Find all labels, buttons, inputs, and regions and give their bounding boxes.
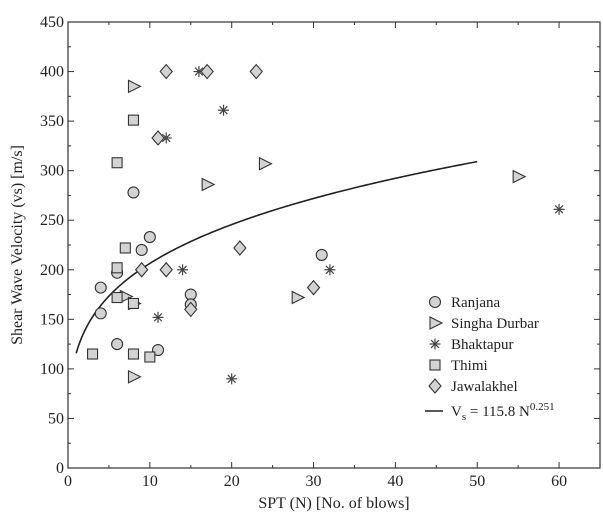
y-tick-label: 0 xyxy=(56,460,64,477)
y-tick-label: 150 xyxy=(40,311,64,328)
legend-marker-ranjana xyxy=(428,295,442,309)
data-points-layer xyxy=(87,63,565,385)
data-point-jawalakhel xyxy=(184,301,198,318)
x-tick-label: 30 xyxy=(306,473,322,490)
legend-marker-thimi xyxy=(429,359,441,371)
legend-marker-bhaktapur xyxy=(429,338,441,350)
data-point-bhaktapur xyxy=(553,203,565,215)
legend-label-thimi: Thimi xyxy=(451,358,488,374)
data-point-thimi xyxy=(144,351,156,363)
data-point-jawalakhel xyxy=(306,279,321,296)
legend-label-bhaktapur: Bhaktapur xyxy=(451,337,513,353)
legend-marker-singha-durbar xyxy=(429,316,444,330)
data-point-jawalakhel xyxy=(159,261,173,278)
x-axis-label: SPT (N) [No. of blows] xyxy=(258,495,409,512)
asterisk-stroke xyxy=(554,205,564,214)
data-point-singha-durbar xyxy=(291,290,306,305)
data-point-thimi xyxy=(127,348,140,360)
y-tick-label: 350 xyxy=(40,113,64,130)
x-tick-label: 0 xyxy=(64,473,72,490)
asterisk-stroke xyxy=(430,339,440,349)
data-point-bhaktapur xyxy=(160,132,172,144)
data-point-ranjana xyxy=(184,288,197,301)
data-point-bhaktapur xyxy=(324,264,336,276)
y-axis-label: Shear Wave Velocity (vs) [m/s] xyxy=(9,145,26,345)
data-point-bhaktapur xyxy=(226,373,238,385)
data-point-ranjana xyxy=(94,307,107,320)
asterisk-stroke xyxy=(227,374,237,384)
legend-fit-label: Vs = 115.8 N0.251 xyxy=(451,401,555,423)
data-point-ranjana xyxy=(315,248,328,261)
data-point-singha-durbar xyxy=(127,79,142,94)
data-point-jawalakhel xyxy=(233,240,247,256)
plot-frame xyxy=(67,21,601,469)
series-bhaktapur xyxy=(152,66,565,385)
axis-ticks: 0 10 20 30 40 50 60 0 50 100 150 200 250 300 350 400 450 xyxy=(40,14,600,490)
y-tick-label: 50 xyxy=(48,410,64,427)
series-jawalakhel xyxy=(134,63,321,318)
data-point-ranjana xyxy=(111,338,124,351)
data-point-jawalakhel xyxy=(134,261,149,278)
legend-marker-jawalakhel xyxy=(428,378,442,394)
asterisk-stroke xyxy=(325,265,335,275)
asterisk-stroke xyxy=(178,265,187,275)
asterisk-stroke xyxy=(219,105,228,115)
y-tick-label: 400 xyxy=(40,64,64,81)
data-point-thimi xyxy=(87,348,99,360)
data-point-thimi xyxy=(111,291,123,304)
x-tick-label: 50 xyxy=(469,473,485,490)
legend-label-ranjana: Ranjana xyxy=(451,295,500,311)
data-point-jawalakhel xyxy=(200,63,214,80)
data-point-ranjana xyxy=(135,243,148,257)
data-point-ranjana xyxy=(127,186,140,199)
asterisk-stroke xyxy=(153,313,163,322)
x-tick-label: 10 xyxy=(142,473,158,490)
series-ranjana xyxy=(94,186,328,357)
data-point-bhaktapur xyxy=(152,311,164,323)
data-point-jawalakhel xyxy=(249,63,263,80)
legend: Ranjana Singha Durbar Bhaktapur Thimi Jawala… xyxy=(425,295,555,423)
data-point-singha-durbar xyxy=(258,156,273,171)
data-point-thimi xyxy=(127,297,140,310)
y-tick-label: 100 xyxy=(40,361,64,378)
asterisk-stroke xyxy=(194,67,204,76)
data-point-jawalakhel xyxy=(159,63,173,80)
data-point-thimi xyxy=(111,262,123,274)
x-tick-label: 40 xyxy=(387,473,403,490)
series-thimi xyxy=(87,114,156,363)
data-point-thimi xyxy=(119,242,131,254)
x-tick-label: 60 xyxy=(551,473,567,490)
legend-label-jawalakhel: Jawalakhel xyxy=(451,379,518,395)
y-tick-label: 200 xyxy=(40,262,64,279)
data-point-bhaktapur xyxy=(218,104,230,116)
data-point-ranjana xyxy=(143,231,156,244)
data-point-singha-durbar xyxy=(127,369,142,384)
legend-label-singha-durbar: Singha Durbar xyxy=(451,316,539,332)
data-point-singha-durbar xyxy=(512,169,527,184)
x-tick-label: 20 xyxy=(224,473,240,490)
data-point-thimi xyxy=(111,157,123,169)
data-point-ranjana xyxy=(94,281,107,294)
data-point-bhaktapur xyxy=(177,264,189,276)
y-tick-label: 450 xyxy=(40,14,64,31)
data-point-singha-durbar xyxy=(201,177,216,192)
y-tick-label: 300 xyxy=(40,163,64,180)
y-tick-label: 250 xyxy=(40,212,64,229)
plot-border xyxy=(67,21,601,469)
data-point-jawalakhel xyxy=(151,130,165,146)
asterisk-stroke xyxy=(161,133,171,143)
data-point-thimi xyxy=(127,114,140,126)
